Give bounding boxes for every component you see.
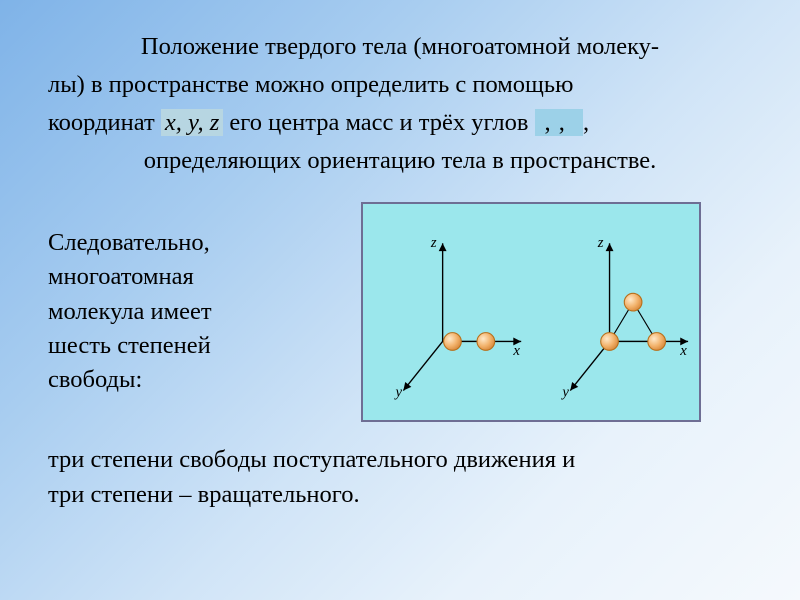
top-paragraph: Положение твердого тела (многоатомной мо… xyxy=(48,28,752,180)
angles-highlight: , , xyxy=(535,109,584,136)
top-line-3b: его центра масс и трёх углов xyxy=(223,109,534,136)
bottom-paragraph: три степени свободы поступательного движ… xyxy=(48,442,752,513)
svg-text:x: x xyxy=(679,343,687,359)
bottom-l2: три степени – вращательного. xyxy=(48,481,360,508)
bottom-l1: три степени свободы поступательного движ… xyxy=(48,446,575,473)
side-l4: шесть степеней xyxy=(48,332,211,359)
side-l3: молекула имеет xyxy=(48,298,212,325)
top-line-2: лы) в пространстве можно определить с по… xyxy=(48,71,573,98)
top-line-3c: , xyxy=(583,109,589,136)
slide: Положение твердого тела (многоатомной мо… xyxy=(0,0,800,537)
svg-text:z: z xyxy=(430,235,437,251)
side-l5: свободы: xyxy=(48,366,142,393)
side-l2: многоатомная xyxy=(48,263,194,290)
molecule-svg: x y z x y z xyxy=(361,202,701,422)
side-l1: Следовательно, xyxy=(48,229,210,256)
svg-text:x: x xyxy=(512,343,520,359)
top-line-4: определяющих ориентацию тела в пространс… xyxy=(48,142,752,180)
molecule-figure: x y z x y z xyxy=(310,202,752,422)
svg-text:z: z xyxy=(597,235,604,251)
svg-text:y: y xyxy=(560,384,569,400)
top-line-1: Положение твердого тела (многоатомной мо… xyxy=(48,28,752,66)
side-paragraph: Следовательно, многоатомная молекула име… xyxy=(48,226,288,397)
coords-highlight: x, y, z xyxy=(161,109,223,136)
middle-row: Следовательно, многоатомная молекула име… xyxy=(48,202,752,422)
top-line-3a: координат xyxy=(48,109,161,136)
svg-text:y: y xyxy=(394,384,403,400)
